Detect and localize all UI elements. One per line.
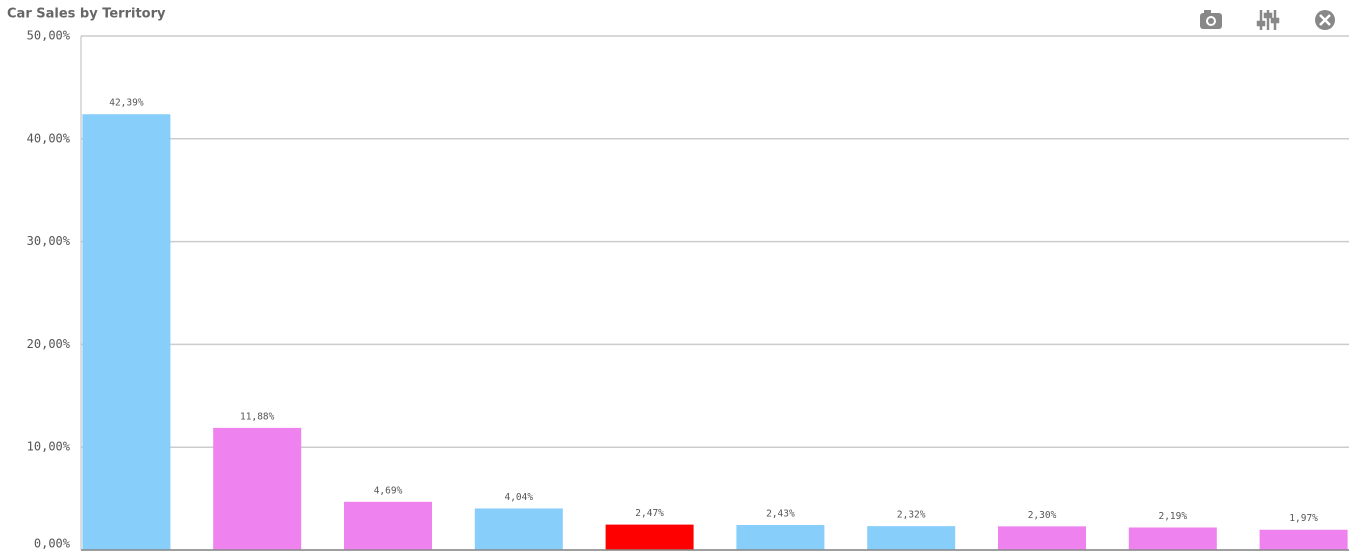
bar (605, 524, 694, 550)
value-label: 2,32% (897, 510, 926, 521)
y-tick-label: 50,00% (27, 29, 71, 43)
bar (474, 508, 563, 550)
bar (998, 526, 1086, 550)
bar (213, 427, 302, 550)
value-label: 2,47% (635, 508, 664, 519)
value-label: 42,39% (109, 98, 144, 109)
bar (82, 114, 171, 550)
y-tick-label: 10,00% (27, 440, 71, 454)
y-tick-label: 0,00% (34, 537, 71, 551)
bar (867, 526, 956, 550)
value-label: 2,19% (1158, 511, 1187, 522)
value-label: 2,30% (1028, 510, 1057, 521)
y-tick-label: 20,00% (27, 337, 71, 351)
bar (1259, 529, 1348, 550)
value-label: 1,97% (1289, 513, 1318, 524)
chart-title: Car Sales by Territory (7, 7, 166, 22)
bar (344, 501, 432, 550)
value-label: 4,69% (374, 485, 403, 496)
value-label: 11,88% (240, 411, 275, 422)
settings-icon[interactable] (1256, 10, 1280, 30)
y-tick-label: 40,00% (27, 131, 71, 145)
bar (1128, 527, 1217, 550)
close-icon[interactable] (1315, 10, 1335, 30)
value-label: 4,04% (504, 492, 533, 503)
bar (736, 525, 825, 550)
value-label: 2,43% (766, 509, 795, 520)
y-tick-label: 30,00% (27, 234, 71, 248)
camera-icon[interactable] (1200, 10, 1222, 29)
